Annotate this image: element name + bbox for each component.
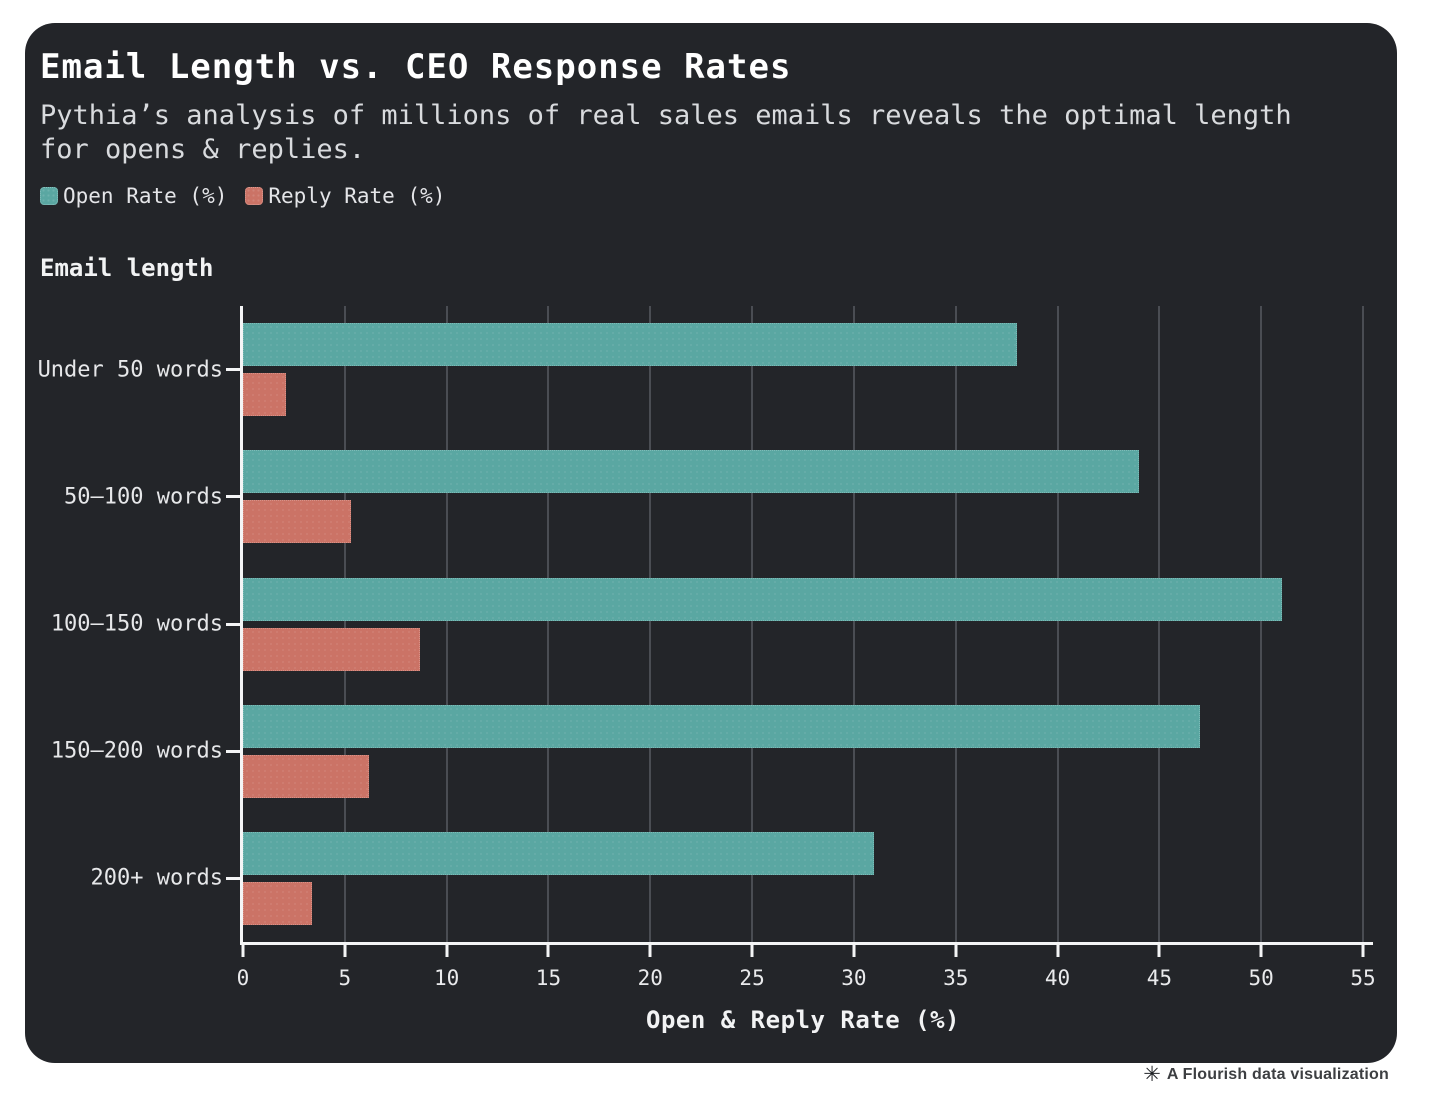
category-tick bbox=[226, 495, 243, 499]
legend-item: Reply Rate (%) bbox=[245, 184, 445, 208]
bar-reply-rate bbox=[243, 754, 370, 798]
bar-open-rate bbox=[243, 450, 1139, 494]
category-label: Under 50 words bbox=[37, 357, 223, 383]
grid-line bbox=[343, 306, 346, 942]
legend-item: Open Rate (%) bbox=[40, 184, 227, 208]
y-axis-title: Email length bbox=[40, 254, 214, 282]
grid-line bbox=[852, 306, 855, 942]
bar-open-rate bbox=[243, 831, 875, 875]
grid-line bbox=[1056, 306, 1059, 942]
x-axis-tick-label: 30 bbox=[841, 966, 867, 990]
x-axis-tick bbox=[445, 945, 449, 957]
x-axis-tick-label: 5 bbox=[338, 966, 352, 990]
x-axis-title: Open & Reply Rate (%) bbox=[646, 1006, 960, 1034]
x-axis-tick bbox=[954, 945, 958, 957]
bar-open-rate bbox=[243, 704, 1201, 748]
bar-reply-rate bbox=[243, 500, 351, 544]
category-label: 100–150 words bbox=[50, 611, 223, 637]
x-axis-tick-label: 20 bbox=[637, 966, 663, 990]
grid-line bbox=[751, 306, 754, 942]
x-axis-tick bbox=[852, 945, 856, 957]
grid-line bbox=[1260, 306, 1263, 942]
category-label: 50–100 words bbox=[64, 484, 223, 510]
legend-item-label: Open Rate (%) bbox=[63, 184, 228, 208]
x-axis-tick-label: 10 bbox=[433, 966, 460, 990]
flourish-asterisk-icon: ✳ bbox=[1143, 1063, 1161, 1086]
plot-area: Open & Reply Rate (%) Under 50 words 50–1… bbox=[38, 306, 1376, 1034]
x-axis-tick-label: 15 bbox=[535, 966, 562, 990]
x-axis-tick bbox=[1157, 945, 1161, 957]
x-axis-tick bbox=[648, 945, 652, 957]
footer-text: A Flourish data visualization bbox=[1166, 1065, 1389, 1083]
grid-line bbox=[954, 306, 957, 942]
footer-attribution: ✳ A Flourish data visualization bbox=[1143, 1064, 1389, 1085]
x-axis-tick-label: 25 bbox=[739, 966, 765, 990]
legend-item-label: Reply Rate (%) bbox=[268, 184, 446, 208]
x-axis-tick bbox=[343, 945, 347, 957]
x-axis-tick-label: 35 bbox=[943, 966, 969, 990]
x-axis-tick bbox=[1361, 945, 1365, 957]
chart-title: Email Length vs. CEO Response Rates bbox=[40, 47, 792, 87]
x-axis-tick bbox=[1259, 945, 1263, 957]
chart-subtitle: Pythia’s analysis of millions of real sa… bbox=[40, 100, 1292, 166]
bar-reply-rate bbox=[243, 881, 313, 925]
x-axis-tick bbox=[546, 945, 550, 957]
y-axis-line bbox=[240, 306, 243, 945]
x-axis-tick bbox=[241, 945, 245, 957]
chart-card: Email Length vs. CEO Response Rates Pyth… bbox=[25, 23, 1397, 1063]
x-axis-tick-label: 40 bbox=[1044, 966, 1071, 990]
category-label: 150–200 words bbox=[50, 738, 223, 764]
category-tick bbox=[226, 622, 243, 626]
category-tick bbox=[226, 749, 243, 753]
legend: Open Rate (%) Reply Rate (%) bbox=[40, 184, 445, 208]
bar-open-rate bbox=[243, 577, 1282, 621]
bar-reply-rate bbox=[243, 373, 286, 417]
category-tick bbox=[226, 876, 243, 880]
x-axis-tick-label: 45 bbox=[1146, 966, 1173, 990]
grid-line bbox=[1158, 306, 1161, 942]
category-tick bbox=[226, 368, 243, 372]
x-axis-tick-label: 55 bbox=[1350, 966, 1376, 990]
bar-open-rate bbox=[243, 323, 1017, 367]
x-axis-tick bbox=[750, 945, 754, 957]
x-axis-tick bbox=[1056, 945, 1060, 957]
grid-line bbox=[547, 306, 550, 942]
x-axis-line bbox=[240, 942, 1373, 945]
grid-line bbox=[445, 306, 448, 942]
legend-swatch bbox=[40, 187, 58, 205]
bar-reply-rate bbox=[243, 627, 421, 671]
x-axis-tick-label: 0 bbox=[236, 966, 250, 990]
grid-line bbox=[1362, 306, 1364, 942]
category-label: 200+ words bbox=[90, 865, 223, 891]
x-axis-tick-label: 50 bbox=[1248, 966, 1274, 990]
grid-line bbox=[649, 306, 652, 942]
legend-swatch bbox=[245, 187, 264, 205]
